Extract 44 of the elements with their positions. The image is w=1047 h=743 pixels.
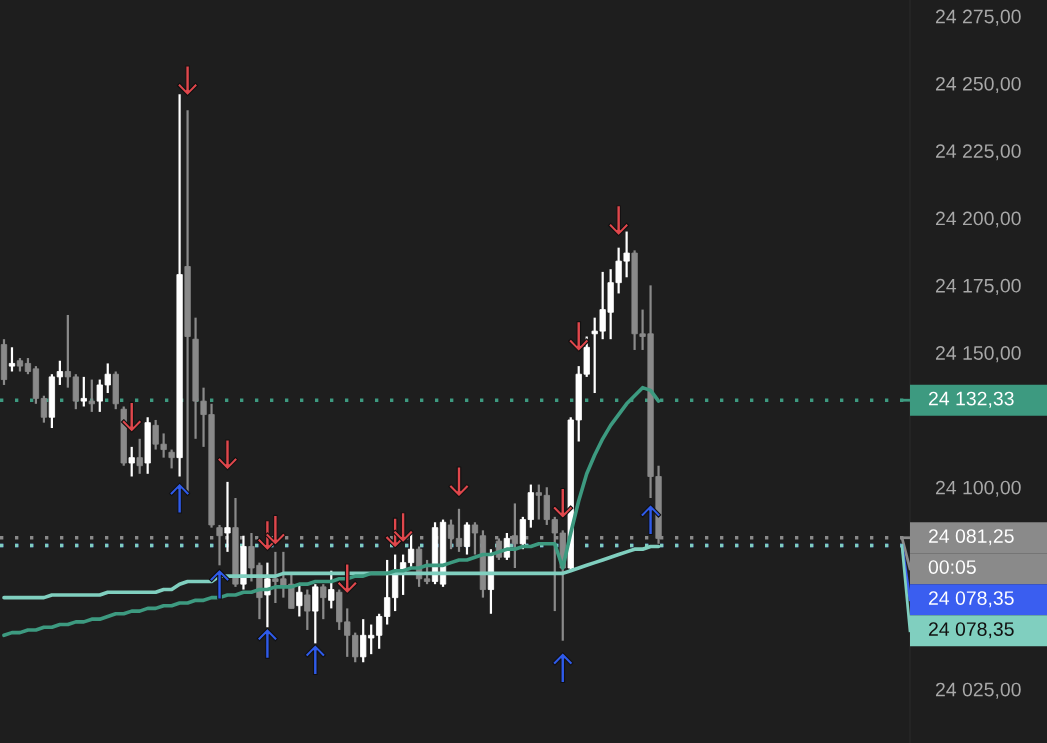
candlestick — [88, 378, 95, 413]
candlestick — [216, 523, 223, 567]
point — [120, 401, 143, 433]
candlestick — [56, 359, 63, 387]
point — [216, 439, 239, 471]
point — [168, 482, 191, 514]
y-tick-label: 24 025,00 — [935, 682, 1021, 699]
y-tick-label: 24 100,00 — [935, 480, 1021, 497]
ref-line-label: 24 078,35 — [928, 591, 1014, 608]
y-tick-label: 24 150,00 — [935, 346, 1021, 363]
candlestick — [328, 569, 335, 610]
point — [208, 568, 231, 600]
ref-line-label: 24 078,35 — [928, 622, 1014, 639]
ref-line-label: 24 081,25 — [928, 529, 1014, 546]
point — [639, 504, 662, 536]
candlestick — [168, 448, 175, 470]
point — [264, 514, 287, 546]
candlestick — [447, 518, 455, 551]
ref-line-label: 24 132,33 — [928, 391, 1014, 408]
y-tick-label: 24 225,00 — [935, 144, 1021, 161]
candlestick — [296, 583, 303, 618]
text: 00:05 — [928, 560, 976, 574]
candlestick — [264, 561, 271, 629]
candlestick — [463, 521, 471, 556]
candlestick — [40, 394, 48, 424]
y-tick-label: 24 275,00 — [935, 9, 1021, 26]
candlestick — [8, 346, 16, 373]
candlestick — [455, 507, 463, 553]
candlestick — [128, 445, 135, 478]
candlestick — [320, 583, 327, 621]
candlestick — [136, 437, 143, 475]
candlestick — [80, 375, 87, 408]
point — [607, 205, 630, 237]
point — [176, 65, 199, 97]
point — [304, 644, 327, 676]
y-tick-label: 24 250,00 — [935, 76, 1021, 93]
point — [567, 321, 590, 352]
y-tick-label: 24 200,00 — [935, 211, 1021, 228]
y-tick-label: 24 175,00 — [935, 278, 1021, 295]
point — [256, 627, 279, 659]
candlestick — [224, 480, 231, 553]
candlestick — [304, 588, 311, 632]
candlestick — [471, 521, 479, 556]
candlestick — [423, 558, 431, 586]
